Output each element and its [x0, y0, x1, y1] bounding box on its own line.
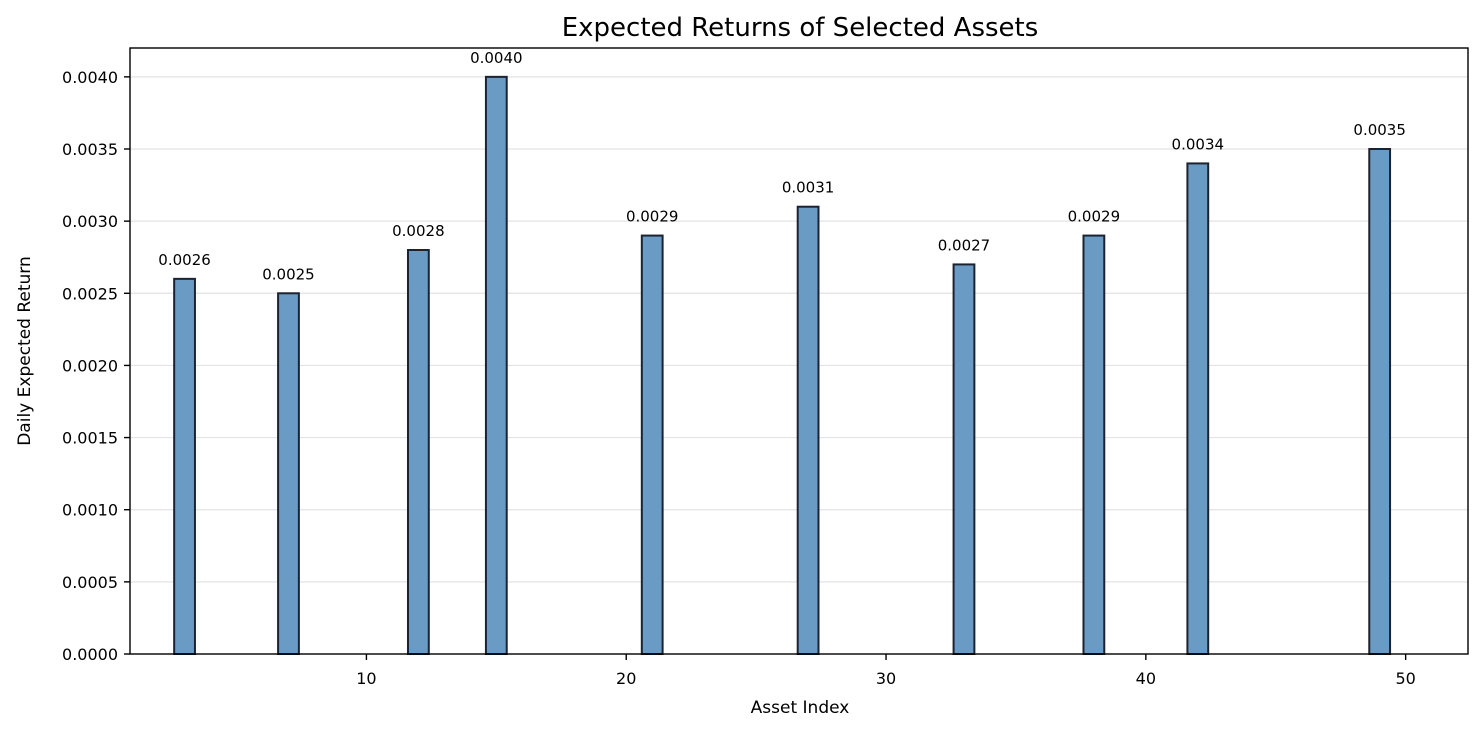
- x-axis-label: Asset Index: [751, 698, 850, 718]
- bar-asset-3: [173, 277, 196, 655]
- bar-asset-15: [484, 75, 508, 656]
- y-tick-label: 0.0025: [62, 284, 118, 303]
- bar-value-label: 0.0027: [938, 236, 991, 254]
- plot-frame: [129, 47, 1469, 655]
- bar-value-label: 0.0026: [158, 251, 211, 269]
- y-axis-ticks: 0.0000 0.0005 0.0010 0.0015 0.0020 0.0025 0.00…: [62, 68, 130, 664]
- x-tick-label: 30: [876, 669, 896, 688]
- bar-asset-7: [277, 292, 300, 655]
- x-tick-label: 50: [1395, 669, 1415, 688]
- bar-labels: 0.0026 0.0025 0.0028 0.0040 0.0029 0.0031 0.00…: [158, 49, 1406, 283]
- y-tick-label: 0.0005: [62, 573, 118, 592]
- bar-value-label: 0.0029: [1068, 208, 1121, 226]
- x-axis-ticks: 10 20 30 40 50: [356, 654, 1416, 688]
- y-tick-label: 0.0000: [62, 645, 118, 664]
- bar-asset-49: [1368, 148, 1392, 655]
- chart-title: Expected Returns of Selected Assets: [562, 13, 1039, 43]
- bar-asset-33: [952, 263, 976, 655]
- bar-asset-38: [1082, 234, 1106, 655]
- bar-asset-12: [406, 249, 430, 655]
- x-tick-label: 40: [1136, 669, 1156, 688]
- y-tick-label: 0.0040: [62, 68, 118, 87]
- bar-asset-21: [640, 234, 664, 655]
- y-tick-label: 0.0030: [62, 212, 118, 231]
- bar-value-label: 0.0025: [262, 265, 315, 283]
- bar-value-label: 0.0028: [392, 222, 445, 240]
- x-tick-label: 20: [616, 669, 636, 688]
- y-tick-label: 0.0015: [62, 429, 118, 448]
- bar-value-label: 0.0031: [782, 179, 835, 197]
- x-tick-label: 10: [356, 669, 376, 688]
- y-tick-label: 0.0035: [62, 140, 118, 159]
- bar-value-label: 0.0040: [470, 49, 523, 67]
- y-axis-label: Daily Expected Return: [15, 256, 35, 446]
- bar-asset-42: [1186, 162, 1210, 656]
- bar-value-label: 0.0029: [626, 208, 679, 226]
- bar-value-label: 0.0035: [1353, 121, 1406, 139]
- y-tick-label: 0.0020: [62, 356, 118, 375]
- bar-asset-27: [796, 205, 820, 655]
- y-tick-label: 0.0010: [62, 501, 118, 520]
- bar-value-label: 0.0034: [1172, 135, 1225, 153]
